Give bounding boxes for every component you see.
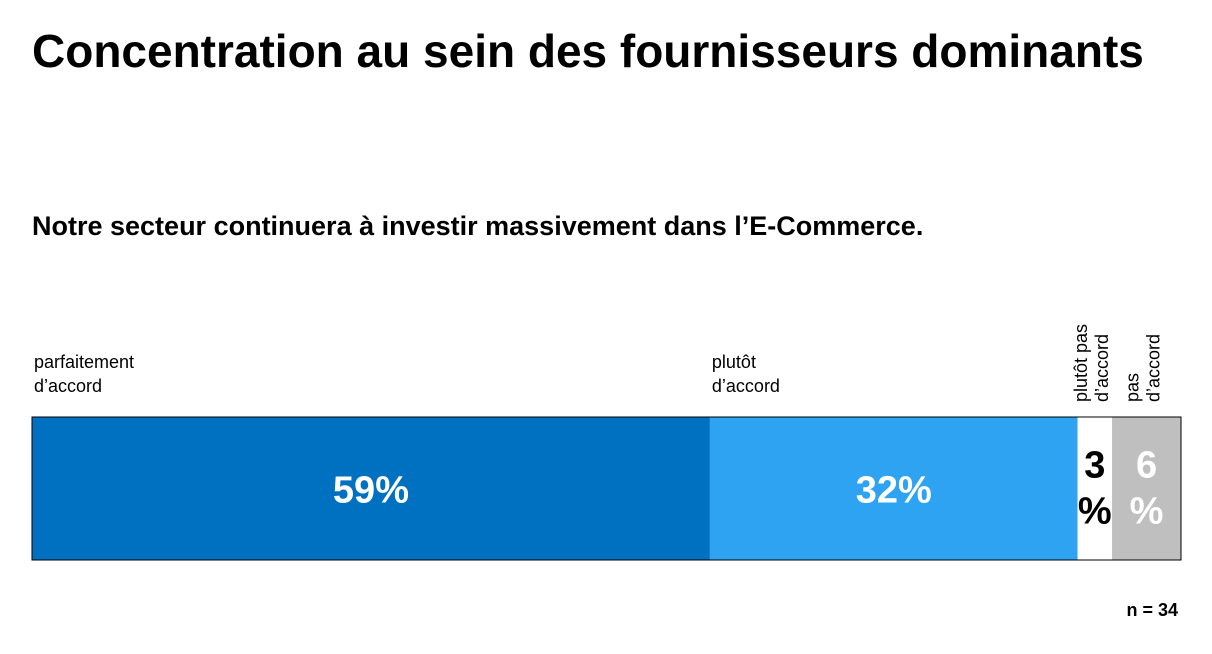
segment-4-bar <box>1112 417 1181 560</box>
segment-1-value-label: 59% <box>333 470 409 512</box>
segment-4-category-label: pasd’accord <box>1123 334 1164 402</box>
segment-2-value-label: 32% <box>856 470 932 512</box>
segment-2-bar <box>709 417 1078 560</box>
segment-4-value-label: 6% <box>1130 445 1164 533</box>
segment-1-bar <box>32 417 710 560</box>
segment-1-category-label: parfaitement d’accord <box>34 352 134 396</box>
sample-size-label: n = 34 <box>1126 600 1178 620</box>
bar-outline <box>31 416 1182 561</box>
segment-2-category-label: plutôt d’accord <box>712 352 780 396</box>
segment-3-category-label: plutôt pasd’accord <box>1071 324 1112 402</box>
chart-title: Concentration au sein des fournisseurs d… <box>32 25 1144 77</box>
segment-3-bar <box>1077 417 1113 560</box>
chart-subtitle: Notre secteur continuera à investir mass… <box>32 211 924 241</box>
segment-3-value-label: 3% <box>1078 445 1112 533</box>
